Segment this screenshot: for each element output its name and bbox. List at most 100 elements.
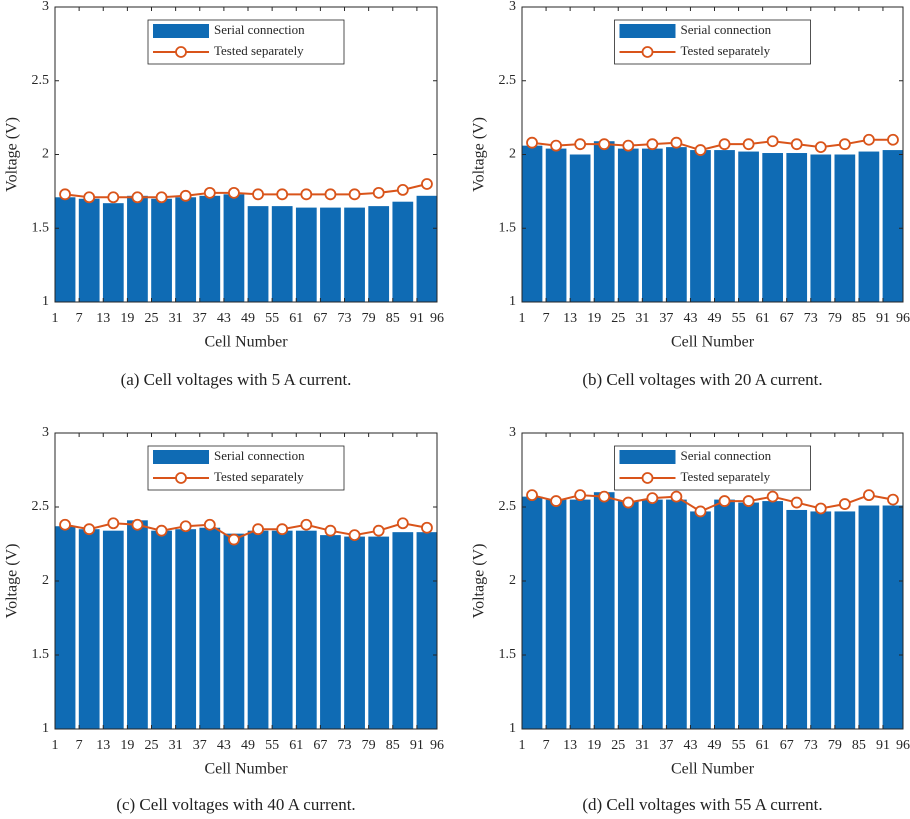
- x-tick-label: 7: [76, 738, 83, 753]
- y-tick-label: 1.5: [499, 647, 517, 662]
- x-tick-label: 43: [683, 738, 697, 753]
- bar: [320, 535, 341, 729]
- x-tick-label: 37: [193, 738, 207, 753]
- y-tick-label: 2: [509, 573, 516, 588]
- bar: [392, 201, 414, 302]
- marker: [790, 496, 803, 509]
- legend-swatch: [175, 46, 187, 58]
- marker: [276, 523, 289, 536]
- y-tick-label: 1: [42, 721, 49, 736]
- x-tick-label: 31: [635, 738, 649, 753]
- line: [531, 138, 893, 152]
- legend-label: Tested separately: [214, 43, 304, 58]
- y-tick-label: 3: [42, 425, 49, 440]
- legend-label: Tested separately: [681, 43, 771, 58]
- bar: [714, 499, 735, 729]
- legend-swatch: [153, 450, 209, 464]
- x-tick-label: 55: [732, 311, 746, 326]
- marker: [718, 495, 731, 507]
- bar: [320, 207, 341, 302]
- x-tick-label: 79: [362, 311, 376, 326]
- bar: [666, 499, 687, 729]
- legend-label: Serial connection: [681, 448, 772, 463]
- y-tick-label: 1: [509, 294, 516, 309]
- y-tick-label: 3: [509, 425, 516, 440]
- marker: [179, 520, 192, 533]
- bar: [175, 529, 197, 729]
- caption: (d) Cell voltages with 55 A current.: [582, 795, 822, 814]
- x-tick-label: 37: [659, 738, 673, 753]
- x-tick-label: 49: [708, 311, 722, 326]
- bar: [127, 195, 148, 302]
- x-tick-label: 73: [338, 738, 352, 753]
- x-tick-label: 37: [659, 311, 673, 326]
- x-tick-label: 49: [241, 738, 255, 753]
- marker: [526, 489, 538, 502]
- legend-label: Serial connection: [214, 448, 305, 463]
- legend-label: Serial connection: [681, 22, 772, 37]
- bar: [78, 198, 100, 302]
- marker: [742, 495, 755, 507]
- marker: [694, 505, 707, 518]
- marker: [670, 136, 683, 149]
- marker: [348, 188, 361, 201]
- bar: [641, 148, 663, 302]
- x-tick-label: 31: [169, 311, 183, 326]
- bar: [271, 530, 293, 729]
- x-tick-label: 31: [635, 311, 649, 326]
- x-tick-label: 49: [241, 311, 255, 326]
- x-tick-label: 67: [313, 311, 327, 326]
- marker: [324, 188, 337, 201]
- bar: [762, 501, 784, 729]
- y-tick-label: 2.5: [32, 73, 50, 88]
- marker: [107, 517, 120, 530]
- x-tick-label: 25: [145, 738, 159, 753]
- marker: [574, 138, 587, 151]
- marker: [646, 492, 659, 505]
- bar: [545, 148, 567, 302]
- bar: [392, 532, 414, 729]
- marker: [131, 191, 144, 204]
- panel: 11.522.531 7 13 19 25 31 37 43 49 55 61 67 73 79 85 91 9…: [4, 425, 444, 814]
- legend-label: Tested separately: [214, 469, 304, 484]
- marker: [252, 188, 264, 201]
- line: [531, 494, 894, 513]
- panel: 11.522.531 7 13 19 25 31 37 43 49 55 61 67 73 79 85 91 9…: [4, 0, 444, 389]
- bar: [593, 492, 615, 729]
- bar: [521, 496, 543, 729]
- x-tick-label: 43: [217, 738, 231, 753]
- bar: [690, 511, 711, 729]
- x-tick-label: 55: [265, 311, 279, 326]
- y-axis-label: Voltage (V): [471, 117, 488, 192]
- marker: [59, 518, 71, 531]
- bar: [247, 530, 269, 729]
- x-axis-label: Cell Number: [671, 761, 755, 778]
- y-tick-label: 2: [42, 573, 49, 588]
- bar: [54, 526, 76, 729]
- x-tick-label: 91: [876, 311, 890, 326]
- marker: [155, 524, 168, 537]
- bar: [223, 533, 245, 729]
- x-axis-label: Cell Number: [671, 334, 755, 351]
- bar: [617, 501, 639, 729]
- x-axis-label: Cell Number: [204, 334, 288, 351]
- x-tick-label: 1: [519, 311, 526, 326]
- bar: [545, 499, 567, 729]
- y-axis-label: Voltage (V): [471, 544, 488, 619]
- marker: [887, 493, 899, 506]
- bar: [617, 148, 639, 302]
- marker: [421, 521, 433, 534]
- marker: [396, 517, 409, 530]
- marker: [694, 144, 707, 156]
- x-tick-label: 19: [120, 311, 134, 326]
- bar: [641, 499, 663, 729]
- x-tick-label: 79: [828, 311, 842, 326]
- x-tick-label: 61: [289, 311, 303, 326]
- legend-swatch: [175, 472, 187, 484]
- bar: [223, 194, 245, 302]
- x-axis-label: Cell Number: [204, 761, 288, 778]
- marker: [766, 490, 779, 503]
- x-tick-label: 79: [362, 738, 376, 753]
- bar: [271, 206, 293, 302]
- marker: [276, 188, 289, 201]
